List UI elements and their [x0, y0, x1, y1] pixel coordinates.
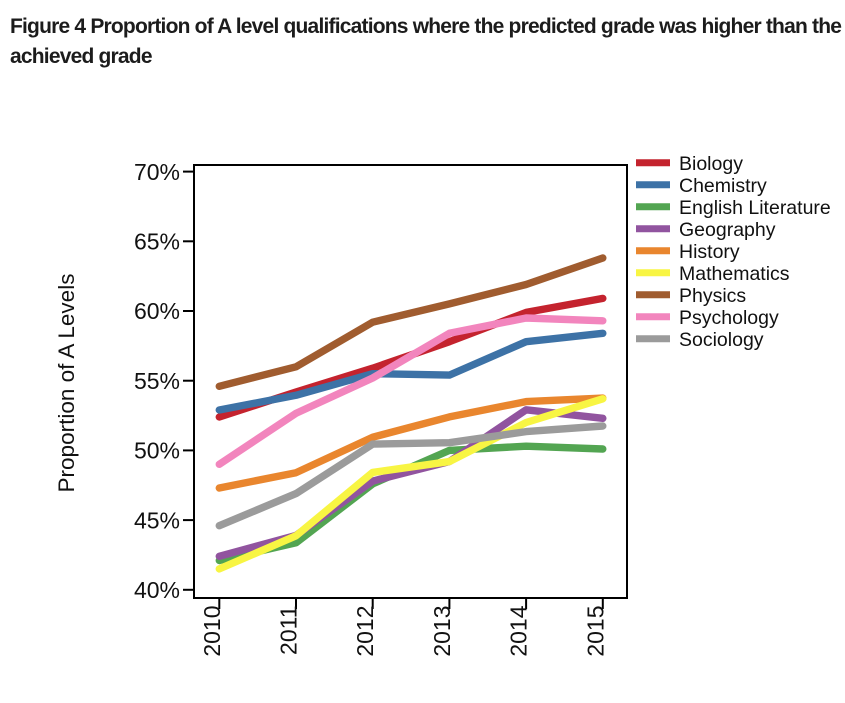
svg-text:2011: 2011: [276, 606, 302, 655]
svg-text:60%: 60%: [134, 298, 180, 324]
svg-text:Mathematics: Mathematics: [679, 263, 790, 285]
svg-text:Chemistry: Chemistry: [679, 175, 767, 197]
svg-text:45%: 45%: [134, 507, 180, 533]
svg-text:History: History: [679, 241, 740, 263]
svg-text:55%: 55%: [134, 368, 180, 394]
svg-text:2010: 2010: [199, 606, 225, 657]
svg-text:English Literature: English Literature: [679, 197, 831, 219]
svg-text:Psychology: Psychology: [679, 307, 779, 329]
svg-text:2012: 2012: [352, 606, 378, 657]
svg-text:40%: 40%: [134, 577, 180, 603]
svg-text:50%: 50%: [134, 438, 180, 464]
svg-text:2015: 2015: [582, 606, 608, 657]
svg-text:2014: 2014: [506, 605, 532, 656]
svg-text:Proportion of A Levels: Proportion of A Levels: [54, 274, 79, 493]
svg-text:Physics: Physics: [679, 285, 746, 307]
svg-text:2013: 2013: [429, 606, 455, 657]
svg-text:65%: 65%: [134, 229, 180, 255]
svg-text:70%: 70%: [134, 159, 180, 185]
svg-text:Biology: Biology: [679, 153, 743, 175]
svg-text:Geography: Geography: [679, 219, 776, 241]
svg-text:Sociology: Sociology: [679, 329, 764, 351]
